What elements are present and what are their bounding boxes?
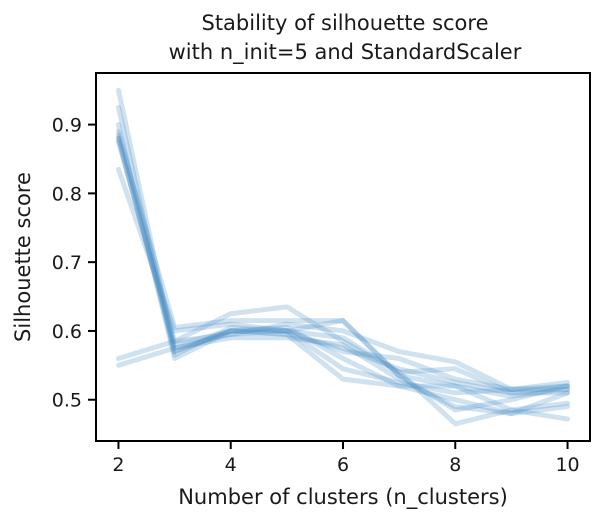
series-line-2 <box>116 104 570 396</box>
x-tick-label: 4 <box>225 454 237 476</box>
y-tick-label: 0.6 <box>52 321 82 343</box>
series-line-9 <box>116 304 570 396</box>
y-tick-label: 0.7 <box>52 252 82 274</box>
series-line-4 <box>116 129 570 427</box>
y-axis-label: Silhouette score <box>11 172 35 342</box>
x-tick-label: 2 <box>112 454 124 476</box>
x-tick-label: 10 <box>555 454 579 476</box>
y-tick-label: 0.5 <box>52 390 82 412</box>
x-tick-label: 6 <box>337 454 349 476</box>
series-line-1 <box>116 87 570 422</box>
x-axis-label: Number of clusters (n_clusters) <box>178 485 508 510</box>
y-tick-label: 0.8 <box>52 183 82 205</box>
series-line-7 <box>116 139 570 396</box>
series-line-3 <box>116 122 570 416</box>
chart-title-line-1: Stability of silhouette score <box>201 11 488 35</box>
y-tick-label: 0.9 <box>52 115 82 137</box>
series-line-10 <box>116 321 570 392</box>
series-line-8 <box>116 166 570 392</box>
plot-frame <box>95 72 591 442</box>
x-tick-label: 8 <box>449 454 461 476</box>
series-group <box>116 87 570 427</box>
chart-title-line-2: with n_init=5 and StandardScaler <box>169 40 522 65</box>
series-line-11 <box>116 135 570 416</box>
y-axis-ticks: 0.5 0.6 0.7 0.8 0.9 <box>52 115 96 412</box>
x-axis-ticks: 2 4 6 8 10 <box>112 441 580 476</box>
series-line-6 <box>116 132 570 399</box>
series-line-5 <box>116 135 570 413</box>
